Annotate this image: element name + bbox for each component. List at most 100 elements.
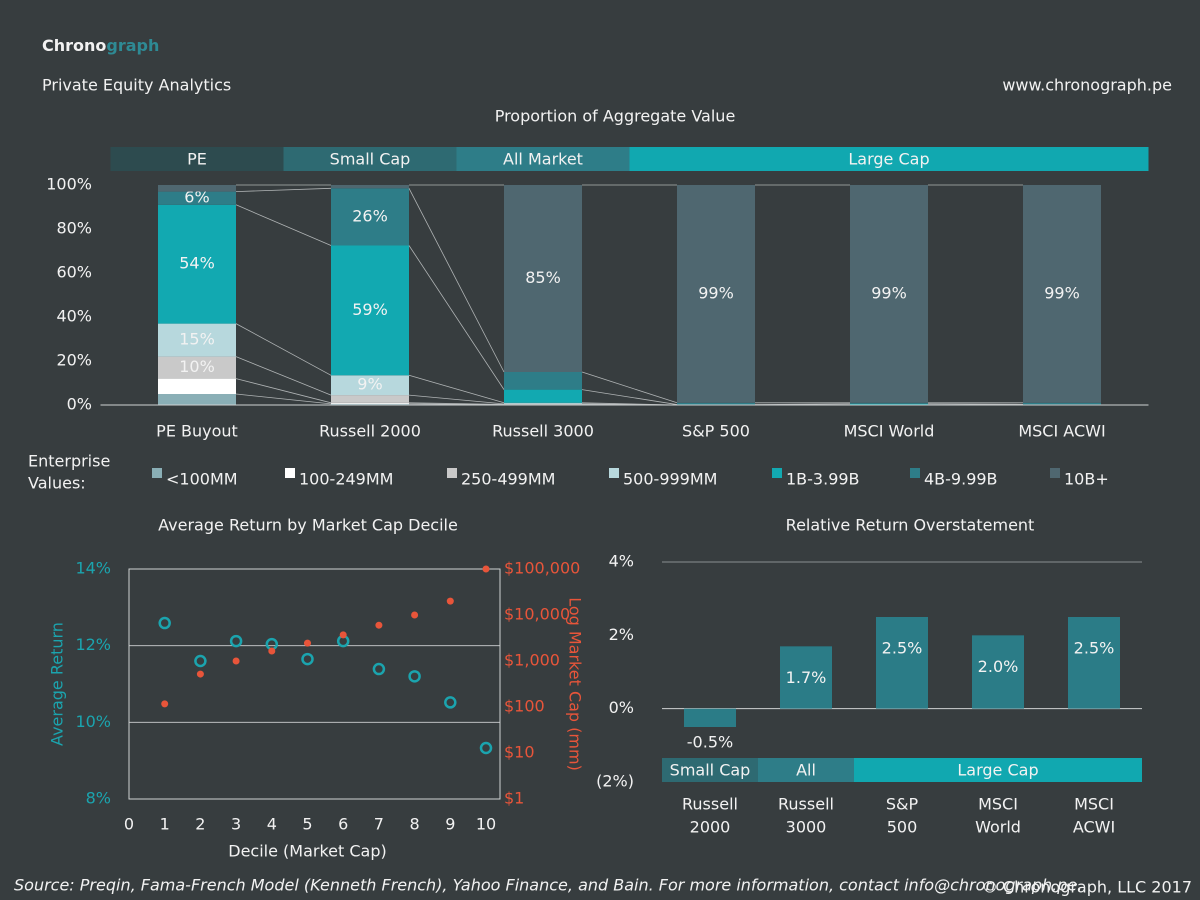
bar-segment [1023,185,1101,403]
point [408,670,421,683]
bar-segment [504,389,582,403]
point [482,565,490,573]
bar-segment [677,402,755,405]
bar-segment [158,204,236,324]
bar [972,635,1024,709]
x-tick-label: 6 [338,815,348,834]
x-tick-label: MSCI ACWI [1018,422,1105,441]
y2-tick-label: $10 [504,743,535,762]
y-tick-label: (2%) [596,772,634,791]
point [229,634,243,648]
legend-label: 1B-3.99B [786,470,860,489]
bar-segment [504,372,582,390]
data-label: 99% [1044,283,1080,302]
legend-label: 10B+ [1064,470,1109,489]
bar [876,617,928,709]
bar-segment [504,402,582,404]
group-band [456,147,630,171]
x-tick-label: 0 [124,815,134,834]
chart-title: Average Return by Market Cap Decile [158,516,458,535]
y-tick-label: 80% [56,219,92,238]
legend-label: 500-999MM [623,470,717,489]
y-tick-label: 20% [56,351,92,370]
x-tick-label: S&P [886,795,919,814]
x-axis-label: Decile (Market Cap) [228,842,386,861]
chart-title: Relative Return Overstatement [786,516,1035,535]
x-tick-label: 8 [410,815,420,834]
x-tick-label: PE Buyout [156,422,238,441]
y-tick-label: 2% [609,625,634,644]
point [446,597,454,605]
data-label: 26% [352,206,388,225]
data-label: 6% [184,188,209,207]
y2-tick-label: $1 [504,789,524,808]
legend-swatch [152,468,162,478]
y2-tick-label: $10,000 [504,605,570,624]
point [268,647,276,655]
legend-swatch [910,468,920,478]
connector [235,393,332,405]
data-label: 54% [179,254,215,273]
point [194,654,207,668]
x-tick-label: 2 [195,815,205,834]
x-tick-label: 9 [445,815,455,834]
point [196,670,204,678]
connector [581,371,678,404]
point [444,696,457,709]
data-label: 1.7% [786,668,827,687]
x-tick-label: 7 [374,815,384,834]
connector [235,356,332,396]
data-label: 59% [352,300,388,319]
group-band [283,147,457,171]
group-label: Small Cap [670,761,751,780]
point [158,616,171,630]
x-tick-label: 10 [476,815,496,834]
x-tick-label: MSCI World [844,422,935,441]
point [479,741,493,755]
bar-segment [331,245,409,376]
legend-swatch [772,468,782,478]
data-label: 99% [871,283,907,302]
x-tick-label: 1 [160,815,170,834]
data-label: 99% [698,283,734,302]
point [301,652,314,666]
data-label: 9% [357,375,382,394]
x-tick-label: 500 [887,818,918,837]
y-tick-label: 60% [56,263,92,282]
bar-segment [850,185,928,403]
bar-segment [1023,402,1101,405]
x-tick-label: Russell [682,795,738,814]
legend-swatch [609,468,619,478]
point [411,611,419,619]
x-tick-label: MSCI [1074,795,1114,814]
x-tick-label: 3 [231,815,241,834]
subtitle: Private Equity Analytics [42,76,231,95]
connector [408,402,505,405]
group-label: Large Cap [848,150,929,169]
bar-segment [331,188,409,246]
url: www.chronograph.pe [1002,76,1172,95]
chart-title: Proportion of Aggregate Value [495,107,736,126]
x-tick-label: ACWI [1073,818,1115,837]
bar-segment [850,403,928,405]
y-axis-label: Average Return [48,622,67,746]
point [232,657,240,665]
data-label: 2.5% [1074,639,1115,658]
connector [235,378,332,404]
bar-segment [504,185,582,372]
point [375,621,383,629]
y-tick-label: 100% [46,175,92,194]
bar-segment [158,185,236,192]
point [304,639,311,647]
connector [235,187,332,192]
group-label: All Market [503,150,583,169]
data-label: 15% [179,330,215,349]
legend-swatch [1050,468,1060,478]
copyright: © Chronograph, LLC 2017 [982,878,1192,897]
x-tick-label: 4 [267,815,277,834]
group-label: Small Cap [330,150,411,169]
group-band [662,758,758,782]
x-tick-label: MSCI [978,795,1018,814]
bar-segment [158,323,236,357]
logo-left: Chrono [42,36,106,55]
